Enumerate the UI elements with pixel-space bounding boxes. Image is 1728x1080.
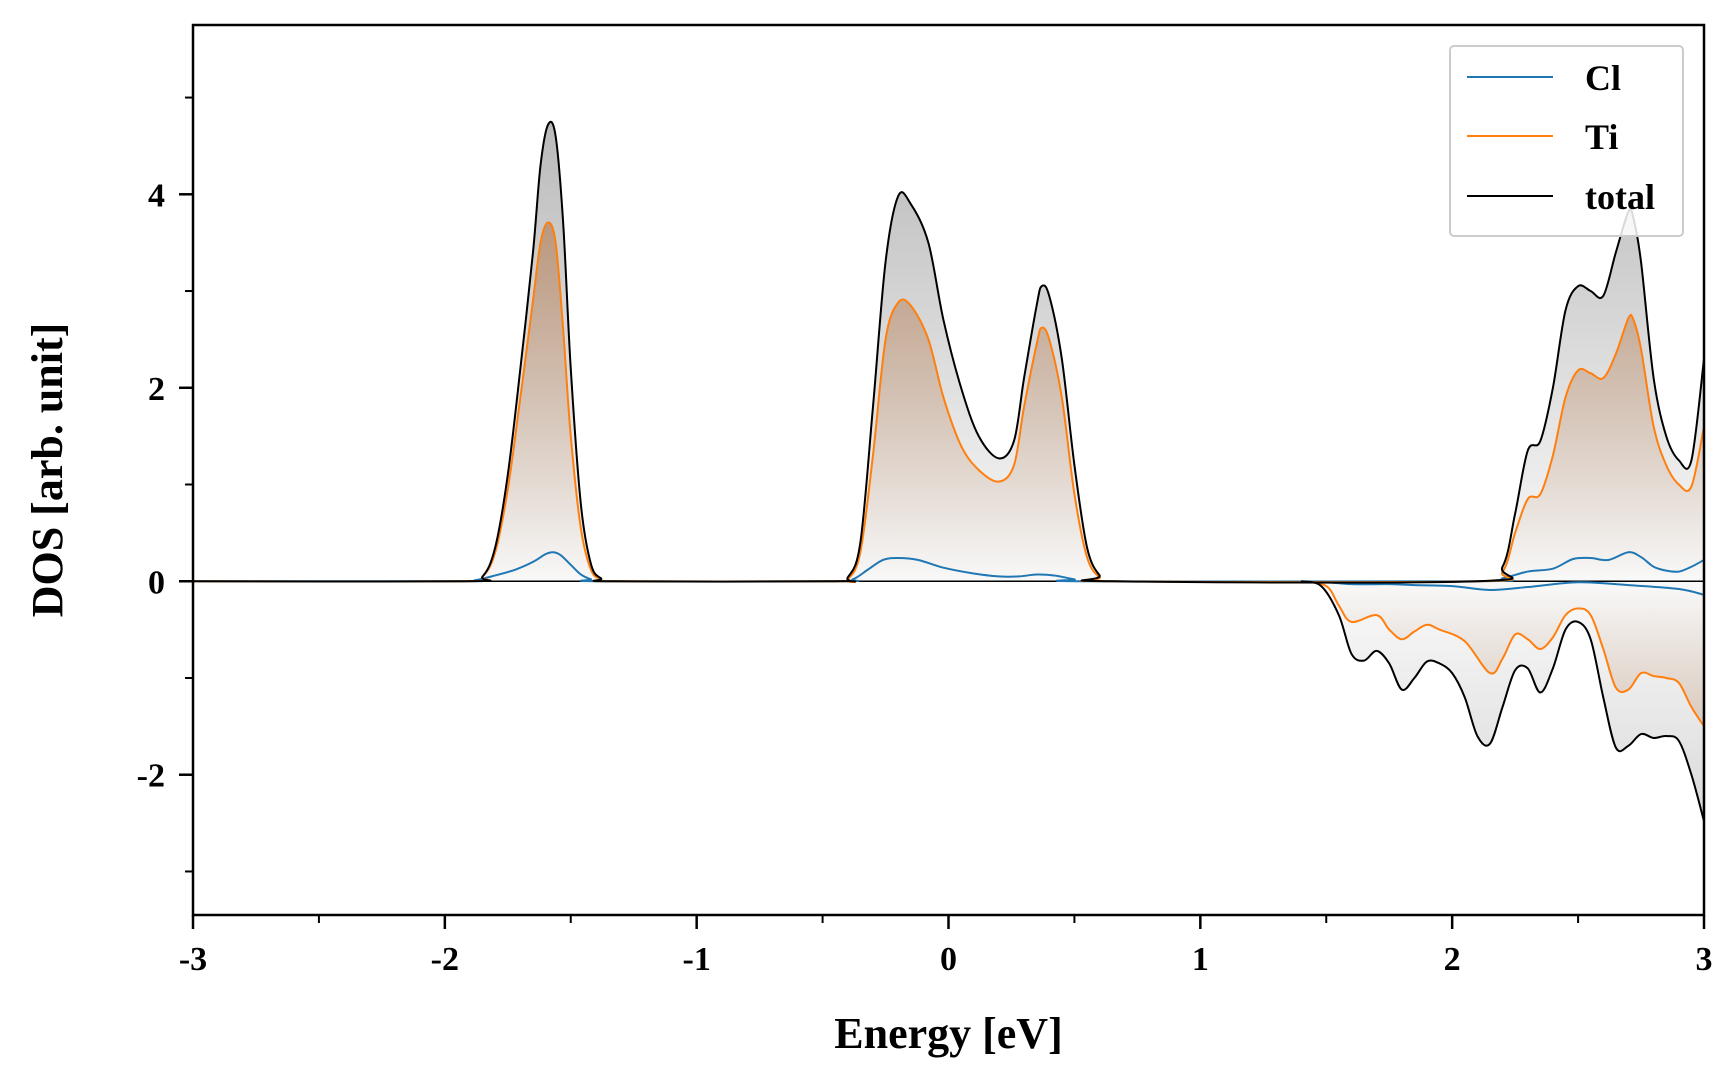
series-line-ti-down [1300, 580, 1704, 727]
fill-ti-down [1301, 581, 1704, 727]
y-axis-title: DOS [arb. unit] [23, 323, 72, 618]
x-axis-ticks: -3 -2 -1 0 1 2 3 [179, 915, 1713, 978]
y-tick-label: 2 [148, 371, 165, 408]
y-tick-label: -2 [137, 758, 165, 795]
series-lines [193, 120, 1704, 822]
y-tick-label: 4 [148, 177, 165, 214]
y-tick-label: 0 [148, 564, 165, 601]
x-tick-label: -1 [683, 941, 711, 978]
legend-label-cl: Cl [1585, 58, 1621, 98]
legend-label-ti: Ti [1585, 117, 1618, 157]
legend-label-total: total [1585, 177, 1655, 217]
series-line-cl-up [193, 551, 1704, 583]
x-tick-label: 1 [1192, 941, 1209, 978]
x-tick-label: 0 [940, 941, 957, 978]
y-axis-ticks: -2 0 2 4 [137, 96, 193, 873]
fill-ti-up [193, 222, 1704, 583]
series-line-ti-up [193, 221, 1704, 584]
legend: Cl Ti total [1449, 45, 1684, 237]
legend-box [1449, 45, 1684, 237]
x-tick-label: -3 [179, 941, 207, 978]
x-tick-label: 2 [1444, 941, 1461, 978]
series-line-cl-down [1301, 580, 1704, 596]
x-axis-title: Energy [eV] [834, 1009, 1063, 1058]
area-fills [193, 121, 1704, 822]
series-line-total-up [193, 120, 1704, 584]
x-tick-label: -2 [431, 941, 459, 978]
series-line-total-down [1300, 580, 1704, 822]
x-tick-label: 3 [1696, 941, 1713, 978]
